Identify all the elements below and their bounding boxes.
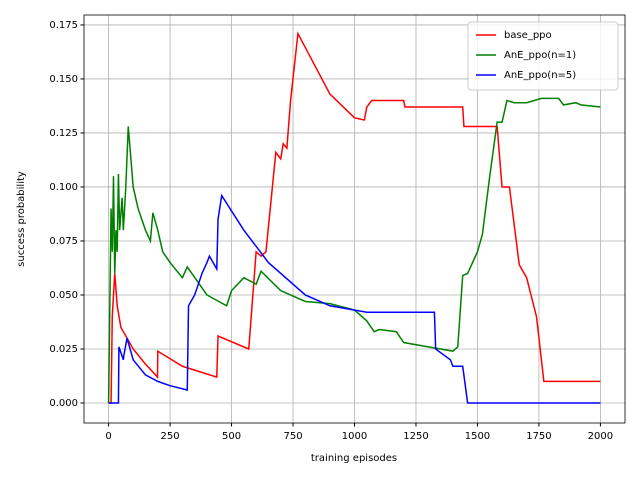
y-tick-label: 0.175 xyxy=(49,20,78,31)
y-tick-label: 0.050 xyxy=(49,290,78,301)
y-tick-label: 0.000 xyxy=(49,398,78,409)
x-tick-label: 750 xyxy=(283,431,302,442)
plot-frame xyxy=(83,14,626,424)
x-tick-label: 1750 xyxy=(526,431,551,442)
series-line xyxy=(108,193,601,404)
x-tick-label: 0 xyxy=(105,431,111,442)
legend-label: AnE_ppo(n=5) xyxy=(504,70,576,81)
series-line xyxy=(108,31,601,404)
y-axis-label: success probability xyxy=(16,171,27,267)
legend: base_ppo AnE_ppo(n=1) AnE_ppo(n=5) xyxy=(467,21,619,91)
legend-label: base_ppo xyxy=(504,30,552,41)
y-tick-label: 0.150 xyxy=(49,74,78,85)
y-tick-label: 0.025 xyxy=(49,344,78,355)
x-tick-label: 500 xyxy=(222,431,241,442)
x-tick-label: 1500 xyxy=(465,431,490,442)
x-tick-label: 1000 xyxy=(342,431,367,442)
legend-label: AnE_ppo(n=1) xyxy=(504,50,576,61)
x-tick-label: 2000 xyxy=(588,431,613,442)
y-tick-label: 0.100 xyxy=(49,182,78,193)
x-tick-label: 250 xyxy=(161,431,180,442)
x-axis-label: training episodes xyxy=(311,453,397,464)
x-tick-label: 1250 xyxy=(403,431,428,442)
y-tick-label: 0.075 xyxy=(49,236,78,247)
legend-box xyxy=(467,21,619,91)
series-line xyxy=(107,97,601,404)
y-tick-label: 0.125 xyxy=(49,128,78,139)
